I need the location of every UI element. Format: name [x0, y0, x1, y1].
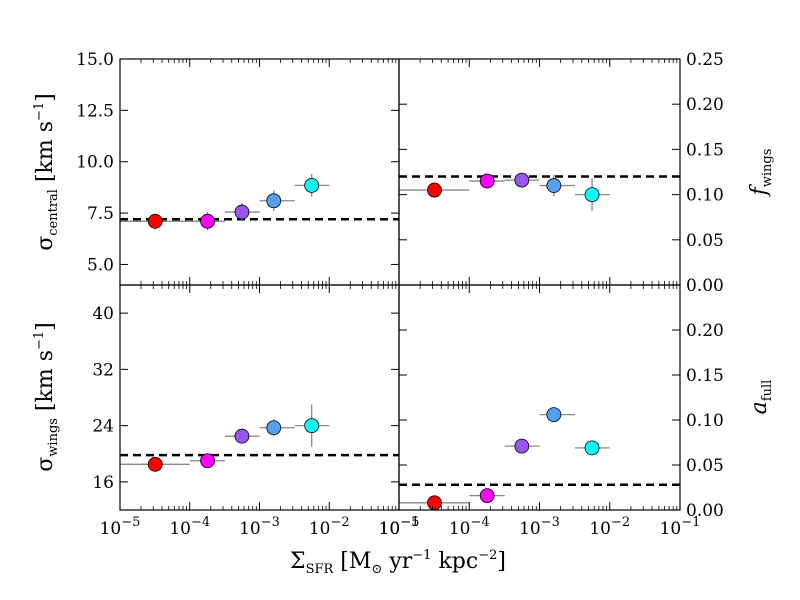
point-f_wings-0	[427, 182, 442, 198]
panel-a_full	[399, 285, 680, 510]
panel-sigma_wings	[120, 285, 399, 510]
ytick-label-f_wings: 0.25	[686, 50, 724, 70]
xtick-label-right: 10−5	[379, 515, 420, 539]
xtick-label-left: 10−4	[169, 515, 210, 539]
point-a_full-2	[514, 438, 530, 454]
ytick-label-f_wings: 0.00	[686, 276, 724, 296]
xtick-label-right: 10−3	[519, 515, 560, 539]
ytick-label-f_wings: 0.20	[686, 95, 724, 115]
ytick-label-sigma_central: 15.0	[76, 50, 114, 70]
x-axis-label: ΣSFR [M⊙ yr−1 kpc−2]	[290, 548, 506, 577]
ytick-label-a_full: 0.05	[686, 456, 724, 476]
ytick-label-sigma_central: 12.5	[76, 101, 114, 121]
point-a_full-0	[427, 495, 442, 511]
point-sigma_wings-0	[147, 456, 163, 472]
y-label-a-full: afull	[747, 380, 775, 415]
point-f_wings-2	[514, 172, 530, 188]
point-a_full-4	[584, 440, 600, 456]
xtick-label-right: 10−2	[589, 515, 630, 539]
ytick-label-sigma_central: 10.0	[76, 153, 114, 173]
point-f_wings-4	[584, 187, 600, 203]
point-sigma_wings-4	[304, 418, 320, 434]
point-sigma_wings-3	[266, 420, 282, 436]
point-f_wings-3	[546, 178, 562, 193]
point-f_wings-1	[479, 173, 495, 189]
labels-layer: 5.0 7.5 10.0 12.5 15.0 0.00 0.05 0.10 0.15 0.20 0.…	[76, 50, 724, 539]
ytick-label-a_full: 0.00	[686, 501, 724, 521]
ytick-label-sigma_wings: 32	[92, 360, 114, 380]
ytick-label-f_wings: 0.15	[686, 140, 724, 160]
xtick-label-right: 10−1	[660, 515, 701, 539]
point-a_full-1	[479, 488, 495, 504]
ytick-label-a_full: 0.10	[686, 411, 724, 431]
data-layer	[120, 172, 680, 511]
point-sigma_central-2	[234, 204, 250, 220]
ytick-label-f_wings: 0.05	[686, 231, 724, 251]
ytick-label-sigma_central: 7.5	[87, 204, 114, 224]
ytick-label-sigma_wings: 16	[92, 473, 114, 493]
xtick-label-left: 10−5	[100, 515, 141, 539]
xtick-label-right: 10−4	[449, 515, 490, 539]
point-sigma_wings-2	[234, 428, 250, 444]
ytick-label-sigma_wings: 40	[92, 304, 114, 324]
point-sigma_central-3	[266, 193, 282, 209]
ytick-label-f_wings: 0.10	[686, 186, 724, 206]
xtick-label-left: 10−1	[379, 515, 420, 539]
point-sigma_central-1	[200, 213, 215, 229]
panel-f_wings	[399, 59, 680, 285]
ytick-label-sigma_wings: 24	[92, 417, 114, 437]
panel-sigma_central	[120, 59, 399, 285]
y-label-sigma-wings: σwings [km s−1]	[32, 322, 61, 472]
y-label-f-wings: fwings	[747, 149, 775, 198]
xtick-label-left: 10−3	[239, 515, 280, 539]
point-a_full-3	[546, 407, 562, 423]
plot-backgrounds	[120, 59, 680, 510]
ytick-label-a_full: 0.20	[686, 321, 724, 341]
xtick-label-left: 10−2	[309, 515, 350, 539]
ytick-label-a_full: 0.15	[686, 366, 724, 386]
point-sigma_wings-1	[200, 453, 215, 469]
axes-frames	[119, 58, 681, 511]
ytick-label-sigma_central: 5.0	[87, 255, 114, 275]
point-sigma_central-4	[304, 177, 320, 193]
point-sigma_central-0	[147, 213, 163, 229]
y-label-sigma-central: σcentral [km s−1]	[32, 93, 61, 251]
